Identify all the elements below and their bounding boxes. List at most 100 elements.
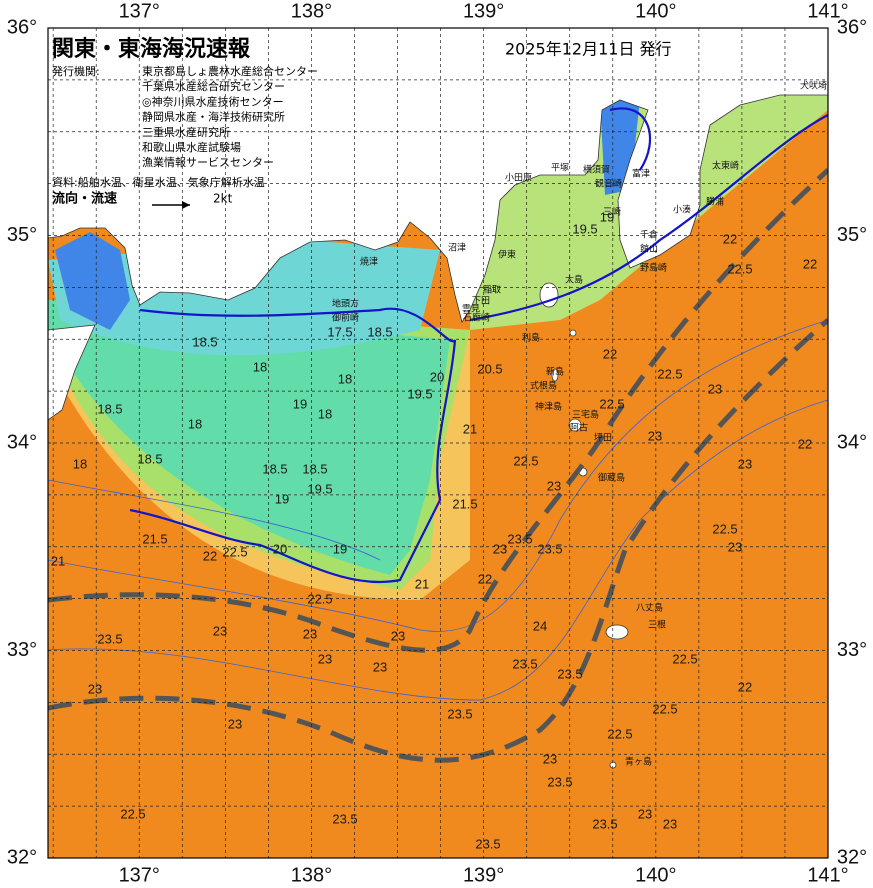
- place-name: 三崎: [603, 206, 621, 218]
- land-shima: [48, 324, 96, 421]
- island: [605, 624, 629, 640]
- contour-label: 18: [338, 371, 352, 386]
- lat-label: 34°: [837, 431, 867, 453]
- institution: 漁業情報サービスセンター: [142, 155, 274, 169]
- lon-label: 138°: [291, 0, 332, 22]
- contour-label: 23: [391, 628, 405, 643]
- place-name: 三根: [648, 619, 666, 631]
- contour-label: 23: [738, 456, 752, 471]
- place-name: 神津島: [535, 401, 562, 413]
- contour-label: 22.5: [652, 701, 677, 716]
- isotherm: [609, 107, 652, 171]
- contour-label: 23: [373, 659, 387, 674]
- contour-label: 22: [798, 436, 812, 451]
- isotherm: [469, 114, 828, 322]
- institution: 東京都島しょ農林水産総合センター: [142, 64, 318, 78]
- contour-label: 22: [738, 679, 752, 694]
- contour-label: 23: [88, 681, 102, 696]
- lat-label: 34°: [7, 431, 37, 453]
- lon-label: 140°: [635, 0, 676, 22]
- contour-label: 22.5: [672, 651, 697, 666]
- contour-label: 23.5: [97, 631, 122, 646]
- contour-label: 23: [648, 428, 662, 443]
- issuer-label: 発行機関:: [52, 64, 100, 78]
- map-frame: [47, 27, 829, 859]
- contour-label: 19.5: [407, 386, 432, 401]
- contour-label: 23.5: [512, 656, 537, 671]
- flow-arrow-head: [182, 201, 190, 209]
- lat-label: 36°: [7, 16, 37, 38]
- place-name: 利島: [522, 332, 540, 344]
- contour-label: 21: [463, 421, 477, 436]
- contour-label: 22.5: [307, 591, 332, 606]
- kuroshio-axis: [48, 168, 828, 763]
- land: [48, 28, 828, 323]
- isotherms: [129, 107, 828, 584]
- place-name: 沼津: [448, 243, 466, 254]
- place-name: 御蔵島: [598, 472, 625, 484]
- institutions: 東京都島しょ農林水産総合センター千葉県水産総合研究センター◎神奈川県水産技術セン…: [142, 64, 318, 169]
- contour-label: 18: [73, 456, 87, 471]
- institution: 三重県水産研究所: [142, 125, 230, 139]
- contour-label: 21.5: [142, 531, 167, 546]
- contour-label: 23.5: [557, 666, 582, 681]
- place-name: 式根島: [530, 380, 557, 392]
- flow-scale: 2kt: [213, 192, 233, 206]
- place-name: 下田: [472, 296, 490, 307]
- contour-label: 19.5: [307, 481, 332, 496]
- contour-label: 22: [203, 548, 217, 563]
- contour-label: 23.5: [592, 816, 617, 831]
- contour-label: 23: [228, 716, 242, 731]
- place-name: 坪田: [594, 433, 612, 444]
- contour-label: 22.5: [607, 726, 632, 741]
- contour-label: 22.5: [727, 261, 752, 276]
- place-name: 青ヶ島: [625, 756, 652, 768]
- issue-date: 2025年12月11日 発行: [505, 40, 672, 59]
- lat-label: 35°: [7, 224, 37, 246]
- institution: 静岡県水産・海洋技術研究所: [142, 110, 285, 124]
- place-name: 太東崎: [712, 160, 739, 172]
- contour-label: 18.5: [137, 451, 162, 466]
- contour-label: 23: [663, 816, 677, 831]
- institution: ◎神奈川県水産技術センター: [142, 94, 284, 108]
- contour-label: 22.5: [120, 806, 145, 821]
- contour-label: 18.5: [302, 461, 327, 476]
- place-name: 新島: [546, 366, 564, 378]
- contour-label: 23.5: [507, 531, 532, 546]
- lon-label: 137°: [119, 0, 160, 22]
- contour-label: 18.5: [262, 461, 287, 476]
- grid: [48, 28, 828, 858]
- contour-label: 18: [318, 406, 332, 421]
- contour-label: 19: [293, 396, 307, 411]
- contour-label: 22: [478, 571, 492, 586]
- place-name: 八丈島: [636, 602, 663, 614]
- place-name: 館山: [640, 243, 658, 255]
- contour-label: 19.5: [572, 221, 597, 236]
- lon-label: 139°: [463, 864, 504, 886]
- place-name: 野島崎: [640, 262, 667, 274]
- contour-label: 22.5: [222, 544, 247, 559]
- contour-label: 18: [253, 359, 267, 374]
- place-name: 富津: [632, 168, 650, 180]
- lat-label: 32°: [837, 846, 867, 868]
- contour-label: 23: [213, 623, 227, 638]
- island: [569, 329, 577, 337]
- contour-label: 21.5: [452, 496, 477, 511]
- contour-label: 19: [600, 209, 614, 224]
- contour-label: 24: [533, 618, 547, 633]
- lon-label: 140°: [635, 864, 676, 886]
- lat-label: 32°: [7, 846, 37, 868]
- lat-label: 35°: [837, 224, 867, 246]
- contour-label: 23: [543, 751, 557, 766]
- island: [568, 418, 582, 432]
- contour-label: 22.5: [599, 396, 624, 411]
- place-name: 横須賀: [583, 164, 610, 176]
- contour-label: 23.5: [537, 541, 562, 556]
- place-name: 小田原: [505, 173, 532, 184]
- contour-label: 18.5: [367, 324, 392, 339]
- island: [539, 282, 559, 308]
- coordinate-labels: 137° 137° 138° 138° 139° 139° 140° 140° 141° 141°…: [7, 0, 867, 886]
- isotherms-thin: [48, 319, 828, 701]
